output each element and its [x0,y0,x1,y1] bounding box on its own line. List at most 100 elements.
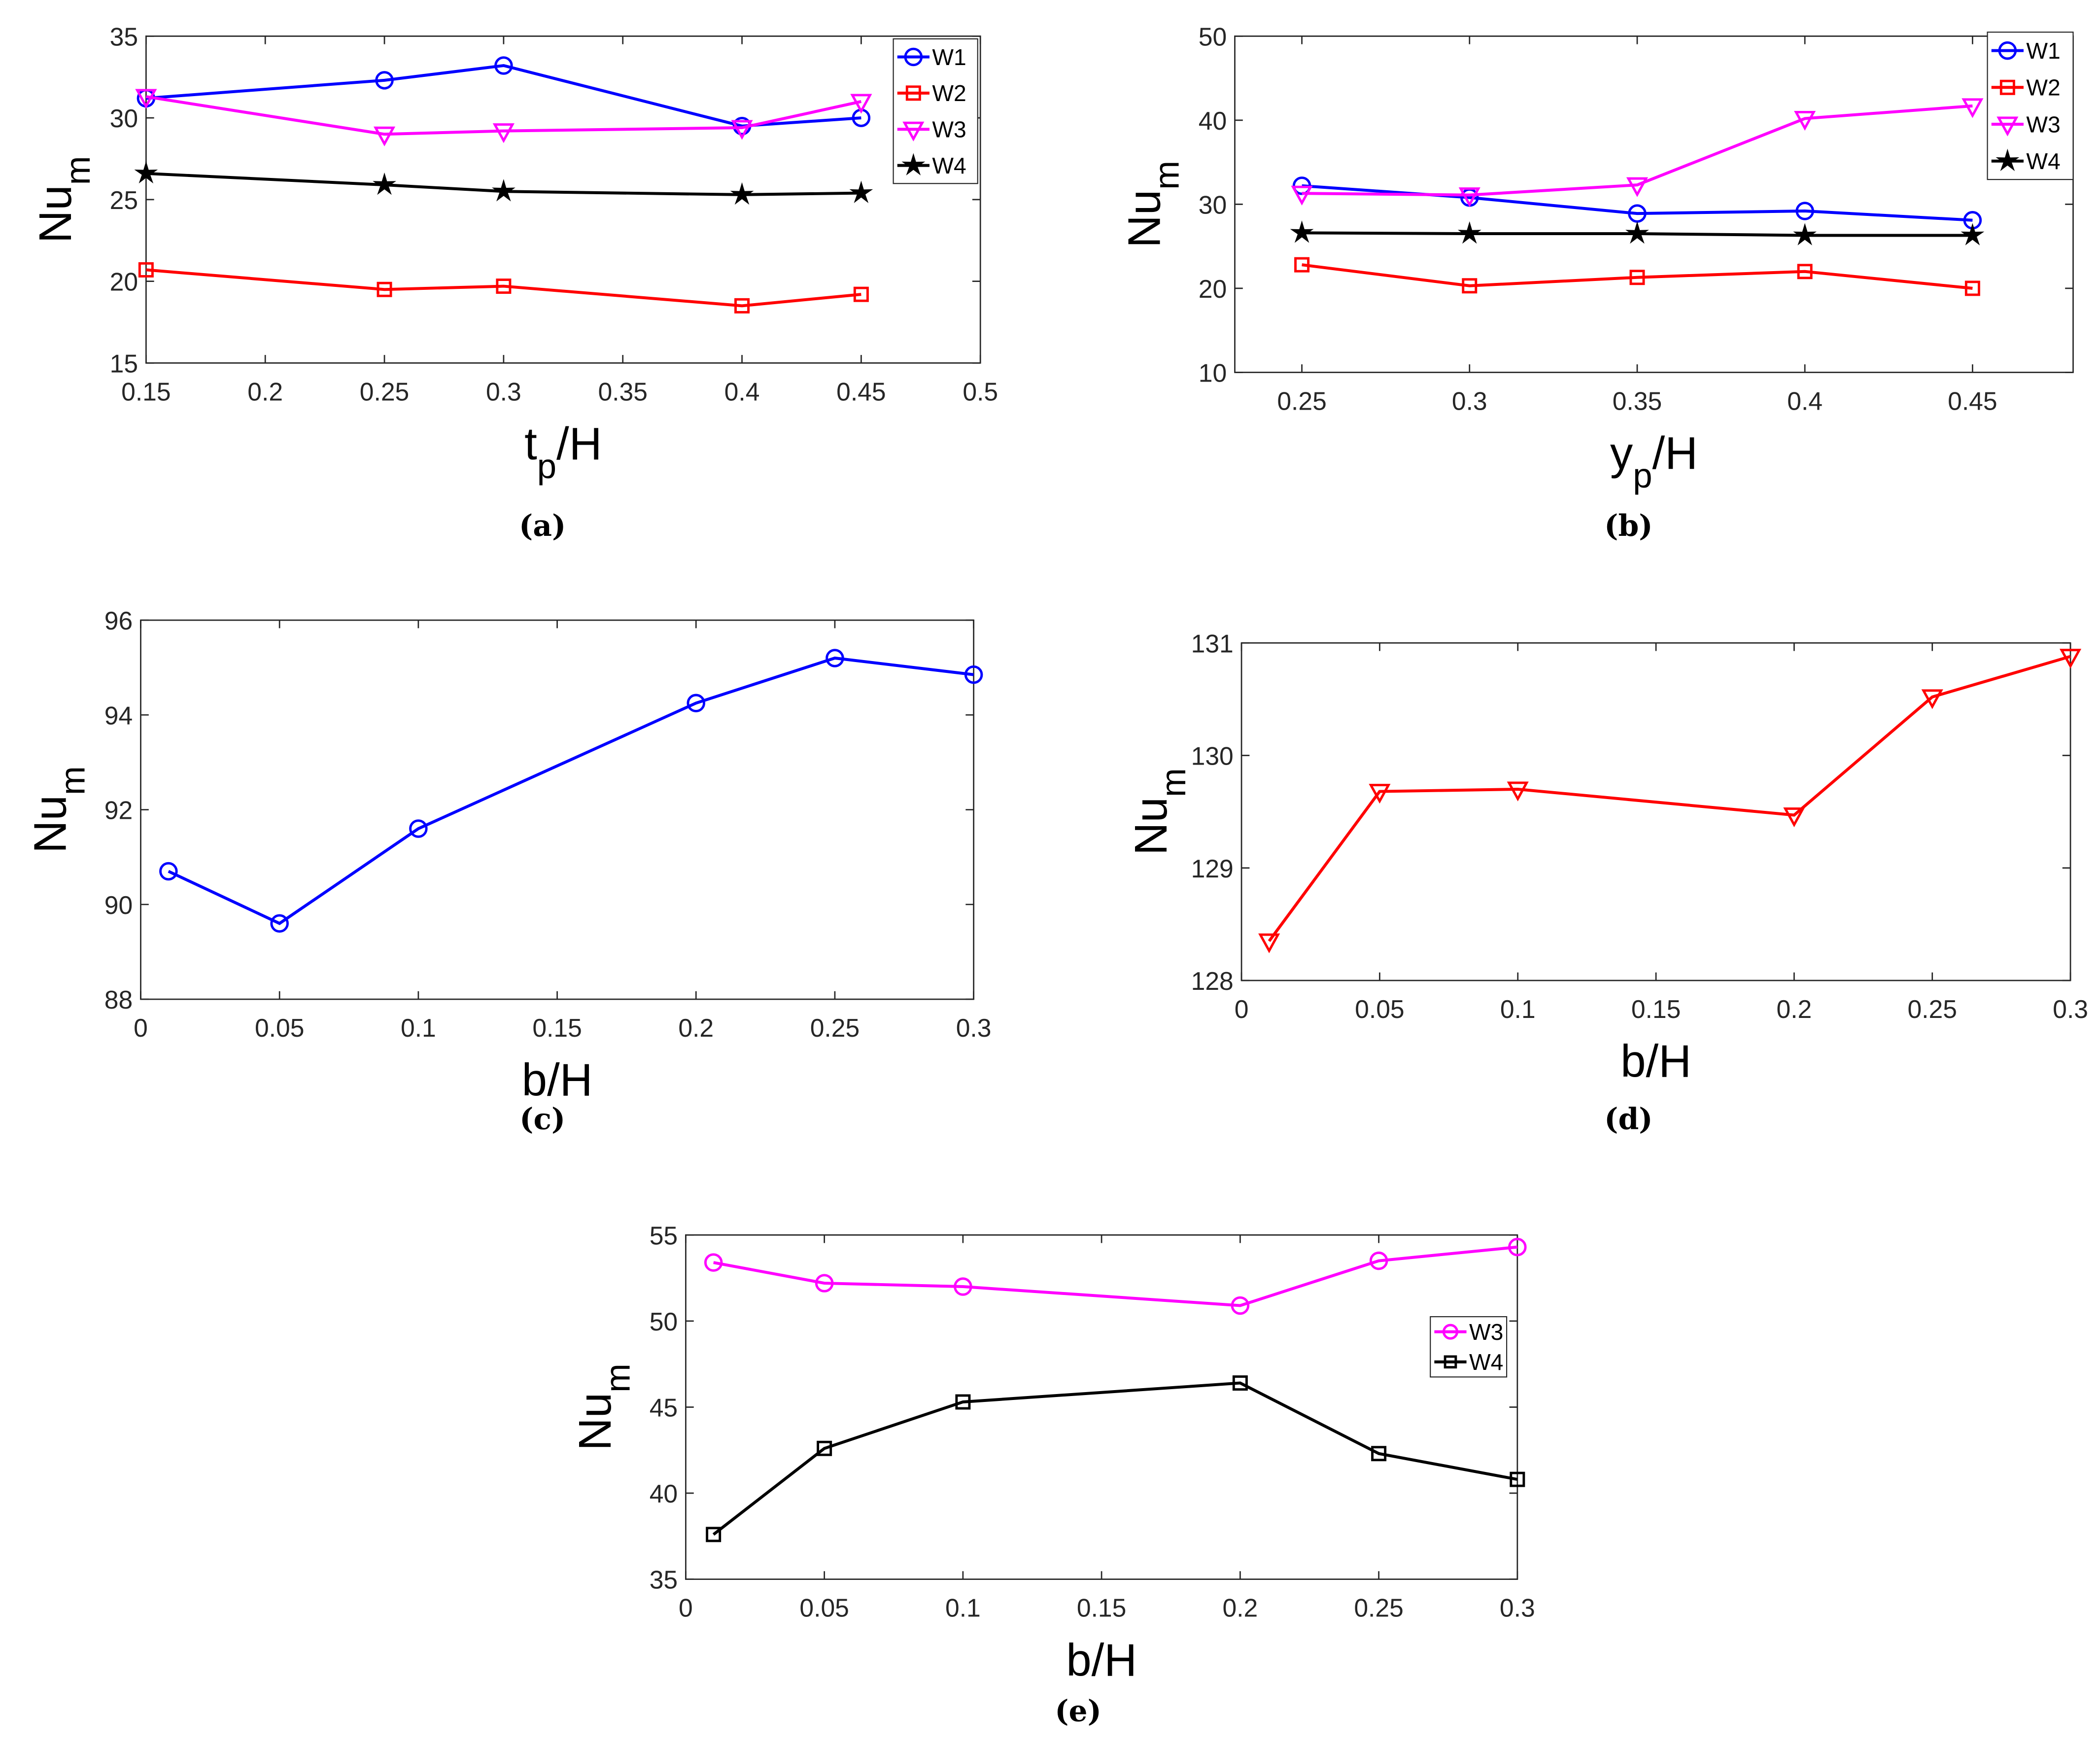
triangle-marker [373,126,396,146]
x-tick-label: 0.3 [486,377,521,406]
circle-marker [704,1253,723,1272]
series-w4 [706,1375,1525,1542]
y-axis-label: Num [30,156,97,243]
x-axis-label: tp/H [524,418,602,486]
series-w3 [135,89,872,146]
square-marker [905,85,921,101]
legend: W1 W2 W3 W4 [893,38,978,184]
legend-item: W2 [1991,75,2061,101]
y-tick-label: 90 [104,891,133,919]
y-tick-label: 94 [104,701,133,730]
series-line [1268,655,2071,942]
x-tick-label: 0.25 [360,377,409,406]
triangle-marker [1997,116,2019,137]
y-axis-label: Num [1125,768,1193,855]
panel-caption: (e) [1055,1694,1102,1729]
square-marker [853,286,869,302]
series-line [1302,104,1973,197]
y-tick-label: 20 [110,268,138,296]
y-tick-label: 40 [650,1479,678,1508]
x-axis-label: b/H [1620,1036,1691,1087]
x-tick-label: 0.15 [1077,1594,1126,1622]
x-tick-label: 0.2 [247,377,283,406]
legend-label: W4 [932,153,966,178]
panel-caption: (c) [519,1102,565,1137]
square-marker [1462,278,1478,294]
legend-label: W3 [2026,111,2060,137]
legend-label: W4 [1469,1349,1503,1375]
series-w2 [1294,257,1980,296]
legend-label: W2 [2026,75,2060,101]
y-tick-label: 130 [1191,742,1234,770]
circle-marker [1442,1324,1458,1340]
star-marker [1793,223,1817,245]
y-axis-label: Num [569,1363,637,1451]
series-w2 [138,262,869,314]
x-tick-label: 0.45 [836,377,886,406]
y-axis-label-subscript: m [1154,768,1193,797]
x-axis-label: yp/H [1610,427,1698,495]
y-axis-label-subscript: m [53,766,92,795]
x-tick-label: 0.15 [1631,995,1681,1023]
series-w4 [134,161,873,205]
y-tick-label: 15 [110,349,138,378]
y-tick-label: 35 [650,1566,678,1594]
plot-area [140,619,974,1000]
series-line [146,64,861,128]
star-marker [1290,220,1314,243]
circle-marker [904,47,923,67]
x-tick-label: 0.5 [963,377,998,406]
series-line [1302,263,1973,290]
x-tick-label: 0 [1235,995,1249,1023]
y-tick-label: 92 [104,796,133,825]
square-marker [1797,264,1813,280]
square-marker [1510,1471,1525,1487]
triangle-marker [1626,177,1649,197]
plot-area [145,35,981,364]
x-axis-label-subscript: p [537,447,556,486]
square-marker [955,1394,971,1410]
circle-marker [964,665,983,684]
legend-item: W3 [897,117,966,142]
series-line [713,1245,1518,1307]
star-marker [849,180,873,203]
triangle-marker [135,89,157,109]
chart-panel-d: 0 0.05 0.1 0.15 0.2 0.25 0.3 128 129 130 131 b/H Num… [1125,629,2088,1136]
circle-marker [1508,1237,1527,1257]
y-axis-label-subscript: m [1147,161,1186,190]
x-tick-label: 0.05 [255,1014,304,1042]
y-tick-label: 30 [1199,190,1227,219]
series-w3 [1291,98,1984,208]
triangle-marker [1291,185,1313,206]
y-tick-label: 40 [1199,106,1227,135]
y-tick-label: 25 [110,186,138,214]
legend-label: W3 [1469,1319,1503,1345]
y-tick-label: 30 [110,104,138,133]
circle-marker [954,1277,972,1296]
y-tick-label: 128 [1191,967,1234,995]
y-tick-label: 96 [104,606,133,635]
triangle-marker [1783,807,1805,828]
star-marker [1457,221,1481,244]
x-tick-label: 0.2 [678,1014,714,1042]
square-marker [1999,79,2015,95]
y-axis-label-subscript: m [598,1363,637,1393]
square-marker [1294,257,1310,273]
square-marker [1371,1446,1387,1462]
x-axis-label-main: t [524,418,537,469]
x-axis-label-main: b/H [1620,1036,1691,1087]
square-marker [1964,280,1980,296]
circle-marker [1231,1296,1250,1315]
series-line [712,1381,1518,1536]
x-tick-label: 0.4 [724,377,760,406]
legend-item: W4 [1434,1349,1503,1375]
star-marker [1996,148,2020,172]
legend-label: W2 [932,80,966,106]
y-tick-label: 20 [1199,275,1227,303]
x-tick-label: 0.25 [1907,995,1957,1023]
x-tick-label: 0.3 [1452,386,1487,415]
plot-area [685,1234,1518,1580]
x-tick-label: 0.25 [810,1014,860,1042]
triangle-marker [492,123,515,143]
y-tick-label: 50 [650,1307,678,1336]
